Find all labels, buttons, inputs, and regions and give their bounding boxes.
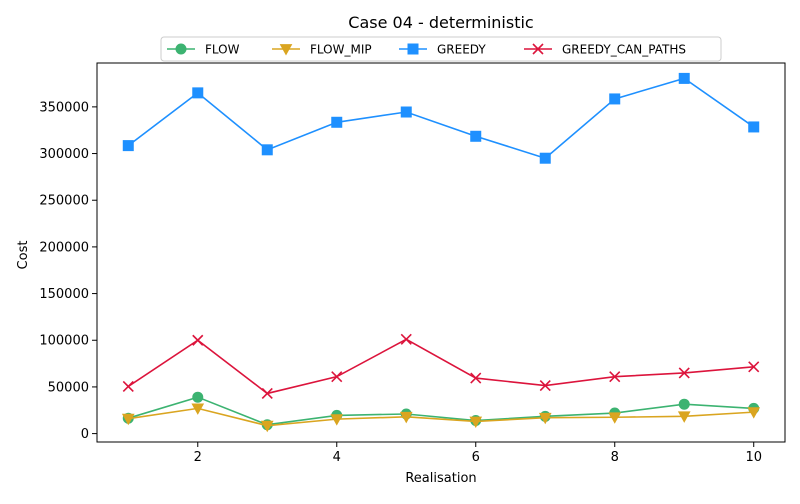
data-point (330, 414, 344, 426)
y-tick-label: 150000 (39, 287, 89, 302)
data-point (191, 403, 205, 415)
legend-label: FLOW_MIP (310, 43, 372, 57)
data-point (192, 87, 204, 99)
series-line (128, 396, 754, 426)
y-axis-label: Cost (16, 241, 31, 270)
data-point (469, 416, 483, 428)
data-point (122, 380, 134, 393)
series-line (128, 407, 754, 427)
series-flow-mip (121, 403, 761, 433)
data-point (399, 411, 413, 424)
legend-marker (532, 43, 544, 55)
y-tick-label: 50000 (48, 380, 89, 395)
data-point (400, 106, 412, 118)
data-point (748, 121, 760, 133)
data-point (677, 411, 691, 423)
chart-title: Case 04 - deterministic (348, 13, 533, 32)
data-point (331, 116, 343, 128)
y-tick-label: 100000 (39, 334, 89, 349)
legend-label: FLOW (205, 43, 240, 57)
x-tick-label: 2 (194, 450, 202, 465)
legend-frame (160, 36, 722, 62)
data-point (608, 412, 622, 424)
plot-frame (96, 62, 786, 443)
data-point (609, 371, 621, 383)
data-point (121, 413, 135, 426)
series-line (127, 338, 754, 395)
legend-item: GREEDY_CAN_PATHS (524, 43, 686, 57)
data-point (261, 144, 273, 156)
data-point (539, 379, 551, 392)
legend-item: FLOW_MIP (272, 43, 372, 57)
y-tick-label: 250000 (39, 194, 89, 209)
data-point (678, 398, 690, 410)
data-point (470, 130, 482, 142)
x-axis-label: Realisation (405, 471, 476, 486)
data-point (260, 420, 274, 433)
data-point (192, 334, 204, 346)
series-greedy (122, 72, 760, 164)
data-point (331, 371, 343, 383)
data-point (747, 407, 761, 419)
y-tick-label: 300000 (39, 147, 89, 162)
data-point (470, 372, 482, 384)
x-tick-label: 4 (333, 450, 341, 465)
data-point (400, 333, 412, 345)
data-point (678, 367, 690, 379)
data-point (748, 361, 760, 373)
legend-marker (407, 43, 419, 55)
data-point (261, 387, 273, 400)
series-line (127, 77, 755, 160)
series-flow (122, 391, 760, 431)
x-tick-label: 8 (611, 450, 619, 465)
legend-label: GREEDY_CAN_PATHS (562, 43, 686, 57)
legend-label: GREEDY (437, 43, 486, 57)
data-point (678, 72, 690, 84)
legend-marker (175, 43, 187, 55)
y-tick-label: 0 (81, 427, 89, 442)
data-point (192, 391, 204, 403)
legend-marker (279, 44, 293, 56)
x-tick-label: 6 (472, 450, 480, 465)
legend-item: FLOW (167, 43, 240, 57)
data-point (539, 152, 551, 164)
plot-area: 2 4 6 8 10 0 50000 100000 150000 200000 250000 3000… (39, 62, 786, 465)
data-point (122, 140, 134, 152)
legend-item: GREEDY (399, 43, 486, 57)
x-tick-label: 10 (745, 450, 762, 465)
y-tick-label: 350000 (39, 100, 89, 115)
data-point (538, 412, 552, 425)
y-tick-label: 200000 (39, 240, 89, 255)
series-greedy-can-paths (122, 333, 760, 400)
legend: FLOW FLOW_MIP GREEDY GREEDY_CAN_PATHS (160, 36, 722, 62)
data-point (609, 93, 621, 105)
